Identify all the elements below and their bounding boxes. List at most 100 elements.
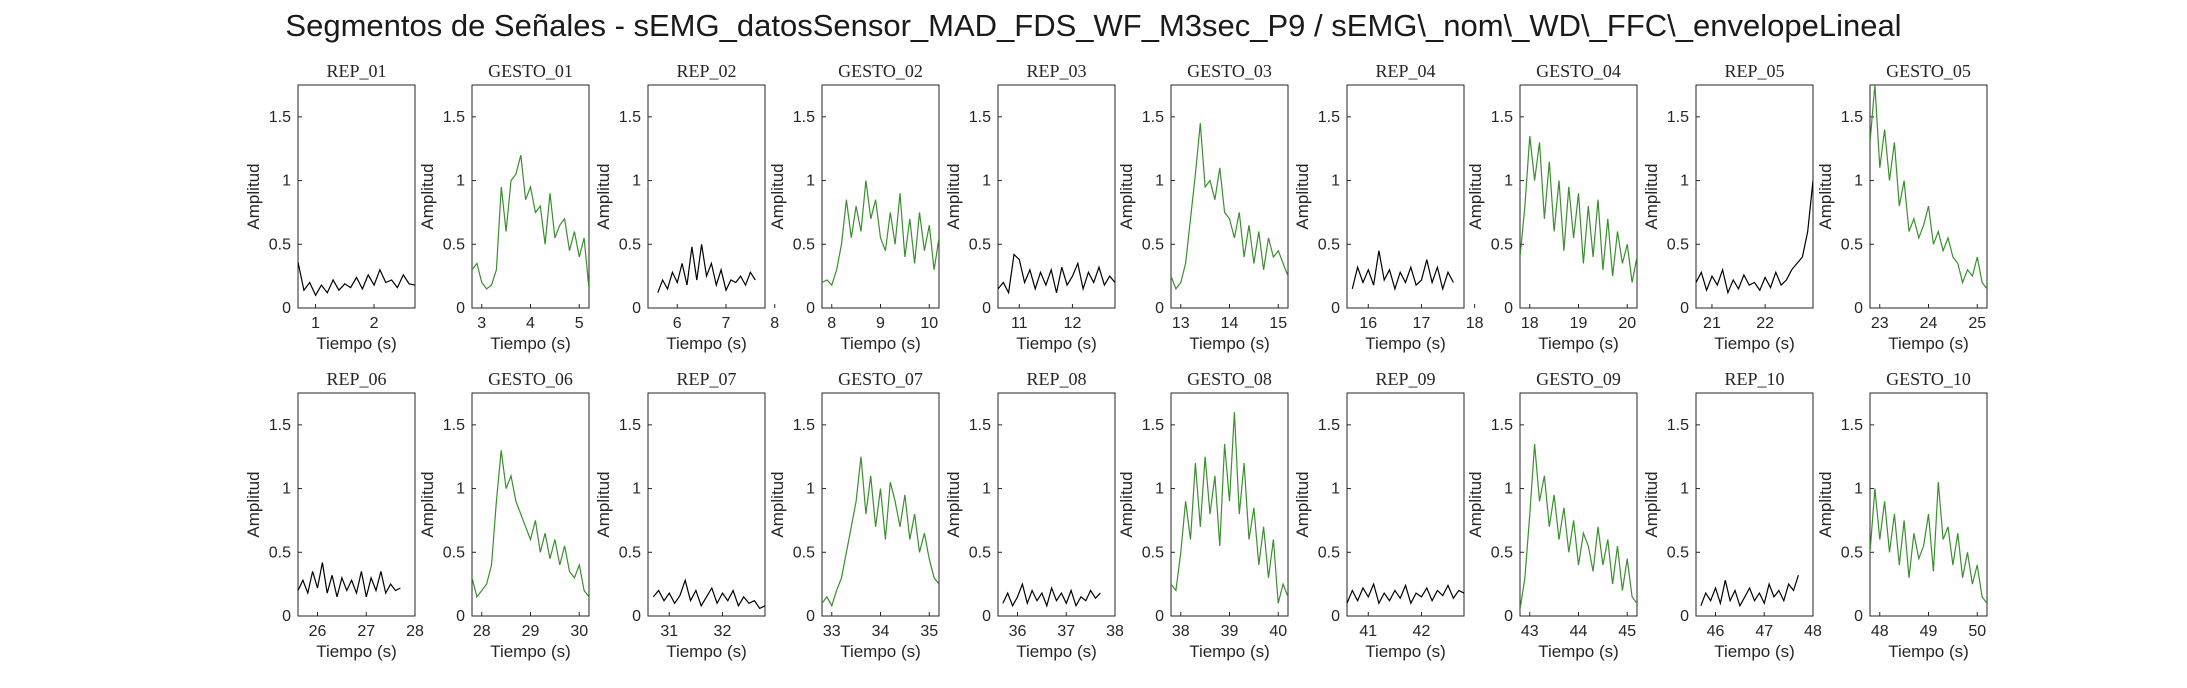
subplot-rep-02: REP_02 6 7 8 0 0.5 1 1.5 Tiempo (s) Amplitud <box>594 61 779 353</box>
y-tick-label: 0 <box>1504 300 1513 317</box>
subplot-gesto-09: GESTO_09 43 44 45 0 0.5 1 1.5 Tiempo (s) Amplitud <box>1466 369 1638 661</box>
y-tick-label: 0 <box>456 300 465 317</box>
y-tick-label: 0 <box>632 300 641 317</box>
series-line <box>1002 582 1101 608</box>
y-tick-label: 1 <box>1680 173 1689 190</box>
subplot-gesto-10: GESTO_10 48 49 50 0 0.5 1 1.5 Tiempo (s) Amplitud <box>1816 369 1988 661</box>
subplot-rep-03: REP_03 11 12 0 0.5 1 1.5 Tiempo (s) Amplitud <box>944 61 1116 353</box>
x-tick-label: 42 <box>1413 623 1431 640</box>
axes-box <box>1346 392 1465 617</box>
y-tick-label: 1.5 <box>1318 417 1340 434</box>
series-line <box>1870 85 1987 290</box>
y-axis-label: Amplitud <box>1642 471 1661 537</box>
axes-box <box>1869 84 1988 309</box>
x-tick-label: 49 <box>1920 623 1938 640</box>
subplot-title: REP_08 <box>1026 369 1086 389</box>
x-axis-label: Tiempo (s) <box>1365 642 1446 661</box>
x-tick-label: 1 <box>311 315 320 332</box>
x-tick-label: 24 <box>1920 315 1938 332</box>
y-tick-label: 1 <box>282 173 291 190</box>
axes-box <box>1519 392 1638 617</box>
axes-box <box>1170 392 1289 617</box>
y-tick-label: 1 <box>806 481 815 498</box>
subplot-title: GESTO_08 <box>1187 369 1272 389</box>
y-tick-label: 0.5 <box>1142 544 1164 561</box>
x-tick-label: 41 <box>1359 623 1377 640</box>
series-line <box>1347 582 1464 605</box>
subplot-gesto-06: GESTO_06 28 29 30 0 0.5 1 1.5 Tiempo (s) Amplitud <box>418 369 590 661</box>
y-tick-label: 0 <box>282 300 291 317</box>
series-line <box>822 456 939 608</box>
x-tick-label: 38 <box>1172 623 1190 640</box>
x-axis-label: Tiempo (s) <box>316 642 397 661</box>
x-tick-label: 11 <box>1011 315 1028 332</box>
y-tick-label: 1 <box>982 173 991 190</box>
subplot-title: GESTO_10 <box>1886 369 1971 389</box>
subplot-rep-09: REP_09 41 42 0 0.5 1 1.5 Tiempo (s) Amplitud <box>1293 369 1465 661</box>
y-tick-label: 0.5 <box>1667 544 1689 561</box>
x-tick-label: 48 <box>1871 623 1889 640</box>
y-axis-label: Amplitud <box>1816 471 1835 537</box>
x-tick-label: 37 <box>1057 623 1075 640</box>
y-tick-label: 0 <box>1680 608 1689 625</box>
x-tick-label: 4 <box>526 315 535 332</box>
y-tick-label: 1.5 <box>969 109 991 126</box>
subplot-title: GESTO_01 <box>488 61 573 81</box>
y-tick-label: 1 <box>806 173 815 190</box>
subplot-title: REP_05 <box>1724 61 1784 81</box>
series-line <box>1870 482 1987 604</box>
y-tick-label: 0.5 <box>1142 236 1164 253</box>
x-tick-label: 50 <box>1968 623 1986 640</box>
subplot-title: GESTO_07 <box>838 369 923 389</box>
y-tick-label: 0.5 <box>619 544 641 561</box>
x-tick-label: 31 <box>660 623 678 640</box>
subplot-rep-01: REP_01 1 2 0 0.5 1 1.5 Tiempo (s) Amplitud <box>244 61 416 353</box>
subplot-title: REP_04 <box>1375 61 1435 81</box>
y-tick-label: 1 <box>456 173 465 190</box>
x-tick-label: 2 <box>370 315 379 332</box>
y-axis-label: Amplitud <box>594 471 613 537</box>
figure-title: Segmentos de Señales - sEMG_datosSensor_… <box>285 8 1902 43</box>
y-tick-label: 1.5 <box>443 109 465 126</box>
x-axis-label: Tiempo (s) <box>1189 642 1270 661</box>
y-tick-label: 1 <box>632 481 641 498</box>
y-axis-label: Amplitud <box>1642 163 1661 229</box>
y-tick-label: 1.5 <box>269 109 291 126</box>
x-tick-label: 36 <box>1009 623 1027 640</box>
y-tick-label: 0 <box>806 608 815 625</box>
y-tick-label: 1.5 <box>269 417 291 434</box>
y-tick-label: 0 <box>1155 608 1164 625</box>
x-tick-label: 27 <box>357 623 375 640</box>
y-tick-label: 1 <box>282 481 291 498</box>
x-axis-label: Tiempo (s) <box>840 334 921 353</box>
series-line <box>1700 575 1799 608</box>
y-tick-label: 1 <box>1504 173 1513 190</box>
y-tick-label: 1 <box>1155 481 1164 498</box>
y-tick-label: 1.5 <box>1841 417 1863 434</box>
series-line <box>652 578 765 610</box>
x-tick-label: 43 <box>1521 623 1539 640</box>
x-axis-label: Tiempo (s) <box>666 334 747 353</box>
x-tick-label: 28 <box>406 623 424 640</box>
subplot-title: REP_09 <box>1375 369 1435 389</box>
x-axis-label: Tiempo (s) <box>840 642 921 661</box>
y-axis-label: Amplitud <box>1293 163 1312 229</box>
x-tick-label: 28 <box>473 623 491 640</box>
series-line <box>998 253 1115 295</box>
axes-box <box>297 84 416 309</box>
y-axis-label: Amplitud <box>1466 471 1485 537</box>
y-axis-label: Amplitud <box>418 471 437 537</box>
y-tick-label: 0.5 <box>443 544 465 561</box>
subplot-gesto-03: GESTO_03 13 14 15 0 0.5 1 1.5 Tiempo (s) Amplitud <box>1117 61 1289 353</box>
y-tick-label: 1 <box>1854 481 1863 498</box>
x-tick-label: 48 <box>1804 623 1822 640</box>
series-line <box>1351 250 1454 292</box>
y-tick-label: 1.5 <box>619 417 641 434</box>
axes-box <box>1346 84 1465 309</box>
subplot-title: REP_03 <box>1026 61 1086 81</box>
axes-box <box>647 84 766 309</box>
subplot-rep-10: REP_10 46 47 48 0 0.5 1 1.5 Tiempo (s) Amplitud <box>1642 369 1822 661</box>
subplot-rep-08: REP_08 36 37 38 0 0.5 1 1.5 Tiempo (s) Amplitud <box>944 369 1124 661</box>
x-tick-label: 13 <box>1172 315 1190 332</box>
